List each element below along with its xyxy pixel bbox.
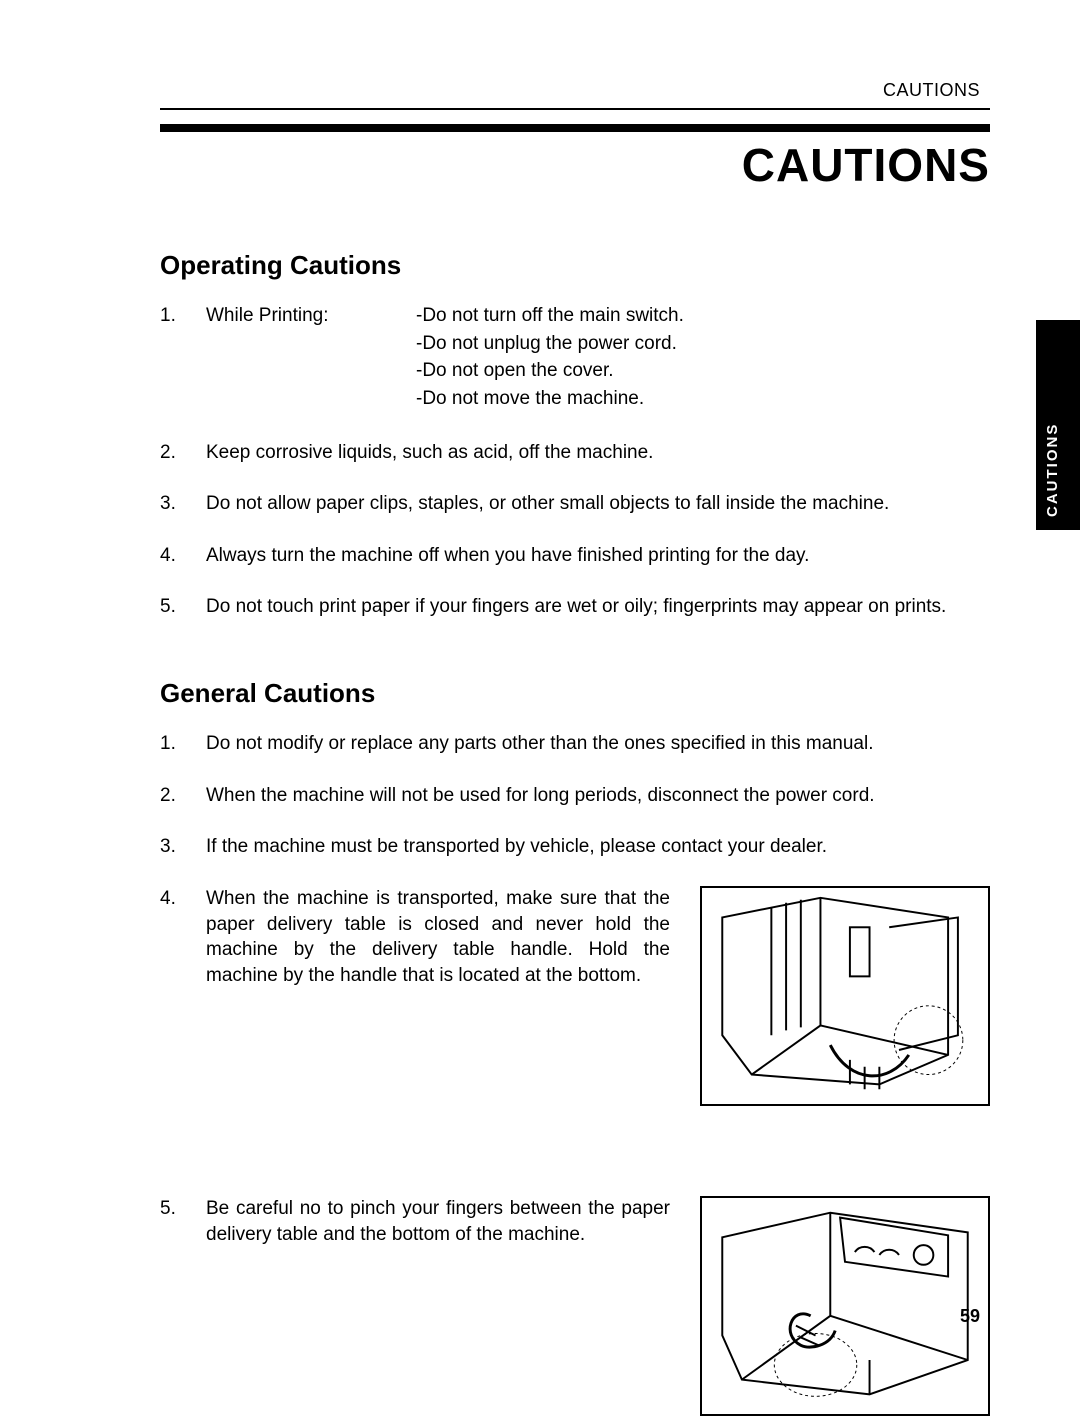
list-item: Keep corrosive liquids, such as acid, of… <box>160 440 990 466</box>
item-text: Be careful no to pinch your fingers betw… <box>206 1196 670 1416</box>
list-item: Always turn the machine off when you hav… <box>160 543 990 569</box>
list-item: When the machine will not be used for lo… <box>160 783 990 809</box>
general-heading: General Cautions <box>160 678 990 709</box>
item-text: Do not touch print paper if your fingers… <box>206 594 990 620</box>
line: -Do not turn off the main switch. <box>416 303 684 329</box>
list-item: If the machine must be transported by ve… <box>160 834 990 860</box>
list-item: Do not touch print paper if your fingers… <box>160 594 990 620</box>
running-header: CAUTIONS <box>883 80 980 101</box>
line: -Do not open the cover. <box>416 358 684 384</box>
item-text: Keep corrosive liquids, such as acid, of… <box>206 440 990 466</box>
page: CAUTIONS CAUTIONS Operating Cautions Whi… <box>0 0 1080 1367</box>
page-number: 59 <box>960 1306 980 1327</box>
item-text: Always turn the machine off when you hav… <box>206 543 990 569</box>
line: -Do not unplug the power cord. <box>416 331 684 357</box>
page-title: CAUTIONS <box>160 138 990 192</box>
item-text: When the machine is transported, make su… <box>206 886 670 1106</box>
item-text: If the machine must be transported by ve… <box>206 834 990 860</box>
rule-group <box>160 108 990 132</box>
operating-list: While Printing: -Do not turn off the mai… <box>160 303 990 620</box>
line: -Do not move the machine. <box>416 386 684 412</box>
list-item: Do not modify or replace any parts other… <box>160 731 990 757</box>
rule-thin <box>160 108 990 110</box>
list-item: Do not allow paper clips, staples, or ot… <box>160 491 990 517</box>
rule-thick <box>160 124 990 132</box>
figure-transport <box>700 886 990 1106</box>
operating-heading: Operating Cautions <box>160 250 990 281</box>
figure-pinch <box>700 1196 990 1416</box>
general-list: Do not modify or replace any parts other… <box>160 731 990 1416</box>
item-text: Do not modify or replace any parts other… <box>206 731 990 757</box>
item-text: Do not allow paper clips, staples, or ot… <box>206 491 990 517</box>
item-text: When the machine will not be used for lo… <box>206 783 990 809</box>
list-item: When the machine is transported, make su… <box>160 886 990 1106</box>
side-tab-label: CAUTIONS <box>1044 405 1072 535</box>
item-lines: -Do not turn off the main switch. -Do no… <box>416 303 684 414</box>
list-item: While Printing: -Do not turn off the mai… <box>160 303 990 414</box>
list-item: Be careful no to pinch your fingers betw… <box>160 1196 990 1416</box>
item-label: While Printing: <box>206 303 416 329</box>
